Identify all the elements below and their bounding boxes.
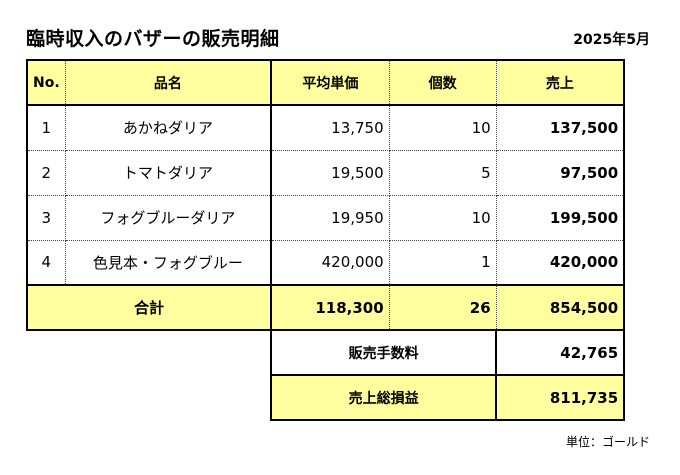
cell-qty: 10 [388, 104, 497, 151]
cell-no: 4 [25, 239, 66, 286]
total-qty: 26 [388, 284, 497, 331]
cell-qty: 10 [388, 194, 497, 241]
blank-cell [27, 330, 272, 375]
header-sales: 売上 [495, 59, 626, 106]
cell-qty: 1 [388, 239, 497, 286]
header-qty: 個数 [388, 59, 497, 106]
net-value: 811,735 [495, 374, 626, 421]
cell-sales: 137,500 [495, 104, 626, 151]
total-price: 118,300 [270, 284, 390, 331]
unit-note: 単位：ゴールド [565, 435, 650, 449]
table-row: 3 フォグブルーダリア 19,950 10 199,500 [25, 194, 626, 241]
report-title: 臨時収入のバザーの販売明細 [26, 28, 280, 50]
net-row: 売上総損益 811,735 [27, 374, 626, 421]
header-no: No. [25, 59, 66, 106]
cell-name: 色見本・フォグブルー [64, 239, 272, 286]
cell-price: 19,950 [270, 194, 390, 241]
header-price: 平均単価 [270, 59, 390, 106]
cell-name: フォグブルーダリア [64, 194, 272, 241]
fee-label: 販売手数料 [270, 329, 498, 376]
cell-sales: 420,000 [495, 239, 626, 286]
table-header-row: No. 品名 平均単価 個数 売上 [25, 59, 626, 106]
fee-value: 42,765 [495, 329, 626, 376]
cell-no: 1 [25, 104, 66, 151]
total-label: 合計 [25, 284, 272, 331]
cell-no: 3 [25, 194, 66, 241]
cell-price: 13,750 [270, 104, 390, 151]
blank-cell [27, 375, 272, 420]
cell-name: トマトダリア [64, 149, 272, 196]
report-date: 2025年5月 [573, 32, 650, 48]
cell-sales: 97,500 [495, 149, 626, 196]
table-row: 4 色見本・フォグブルー 420,000 1 420,000 [25, 239, 626, 286]
cell-qty: 5 [388, 149, 497, 196]
table-row: 2 トマトダリア 19,500 5 97,500 [25, 149, 626, 196]
sales-table: No. 品名 平均単価 個数 売上 1 あかねダリア 13,750 10 137… [25, 59, 626, 421]
cell-sales: 199,500 [495, 194, 626, 241]
header-name: 品名 [64, 59, 272, 106]
cell-name: あかねダリア [64, 104, 272, 151]
total-sales: 854,500 [495, 284, 626, 331]
total-row: 合計 118,300 26 854,500 [25, 284, 626, 331]
fee-row: 販売手数料 42,765 [27, 329, 626, 376]
net-label: 売上総損益 [270, 374, 498, 421]
table-row: 1 あかねダリア 13,750 10 137,500 [25, 104, 626, 151]
cell-no: 2 [25, 149, 66, 196]
cell-price: 420,000 [270, 239, 390, 286]
cell-price: 19,500 [270, 149, 390, 196]
